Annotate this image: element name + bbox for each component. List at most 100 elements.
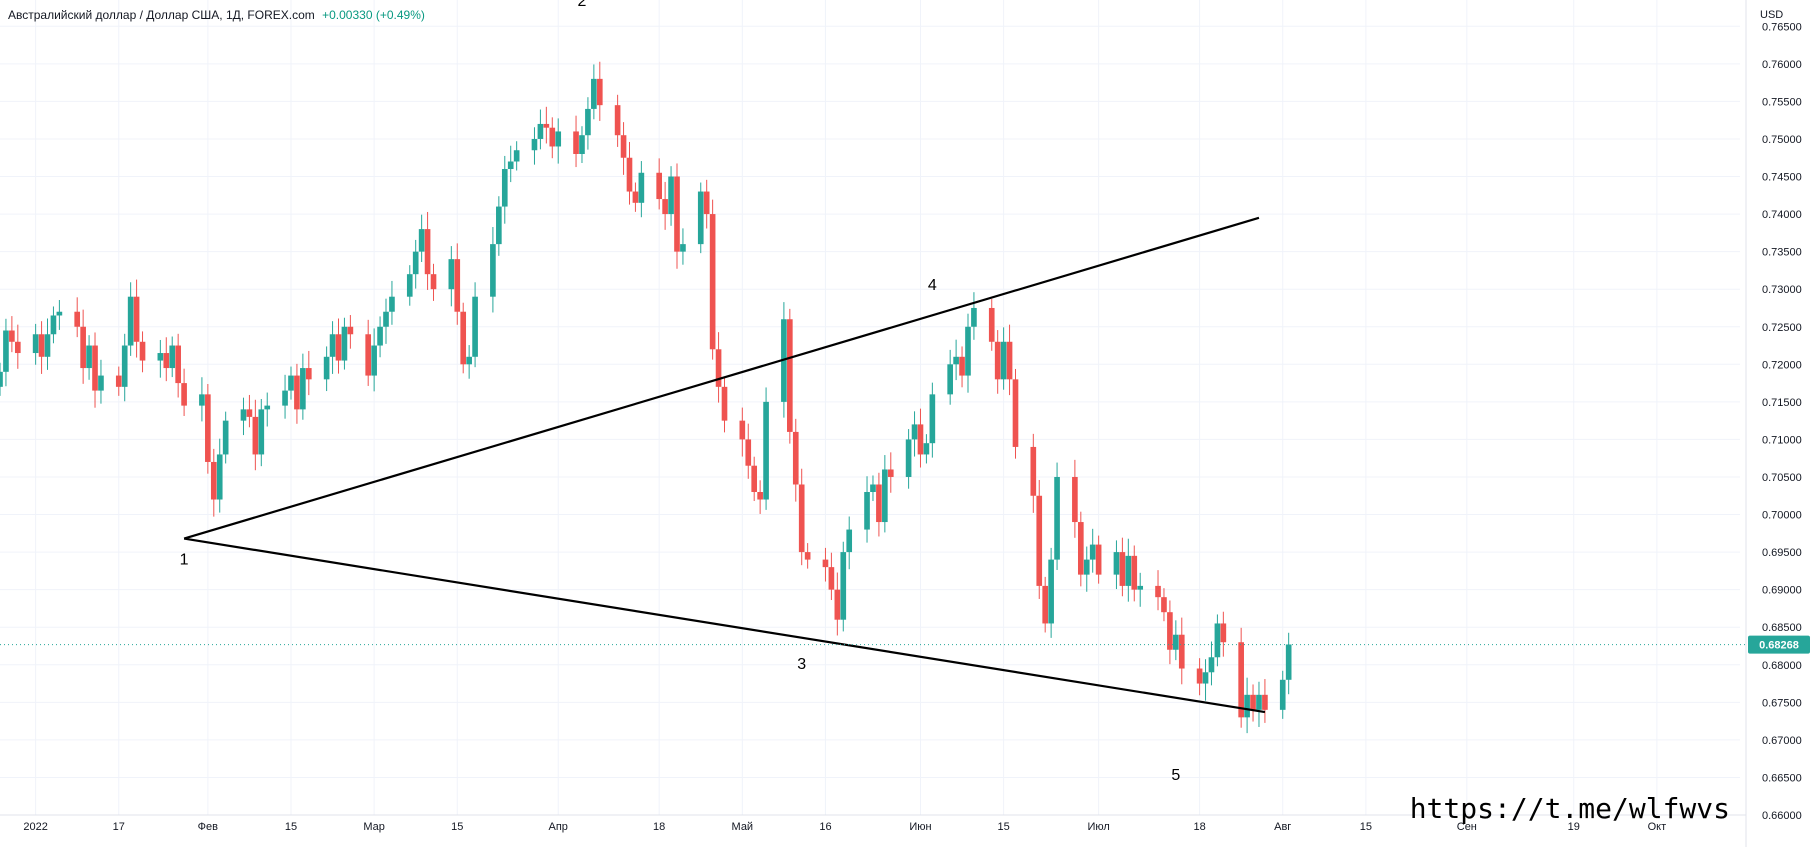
candle-body xyxy=(383,311,389,327)
candle xyxy=(365,319,372,386)
candle-body xyxy=(507,161,514,170)
candle-body xyxy=(1113,552,1120,575)
candle xyxy=(1208,641,1215,686)
candle xyxy=(222,411,229,464)
candle-body xyxy=(341,326,348,361)
candle-body xyxy=(115,375,122,387)
candle xyxy=(288,366,294,400)
candle-body xyxy=(739,420,746,440)
time-tick-label: Сен xyxy=(1457,821,1477,833)
candle xyxy=(697,182,704,254)
candle-body xyxy=(1083,559,1090,575)
candle xyxy=(971,292,977,340)
candle-body xyxy=(537,123,544,139)
candle xyxy=(674,163,680,269)
candle xyxy=(412,239,419,289)
candle xyxy=(1072,459,1078,538)
candle-body xyxy=(86,345,92,369)
candle-body xyxy=(953,356,959,365)
candle xyxy=(953,339,959,381)
time-axis[interactable]: 2022 17 Фев 15 Мар 15 Апр 18 Май 16 Июн 15 Июл 18 Авг 1… xyxy=(0,814,1746,833)
candle xyxy=(121,333,128,402)
candle-body xyxy=(1012,379,1019,447)
time-tick-label: 17 xyxy=(113,821,125,833)
candle-body xyxy=(365,334,372,376)
price-tick-label: 0.76500 xyxy=(1762,21,1802,33)
candle-body xyxy=(0,371,3,387)
candle-body xyxy=(3,330,9,372)
candle-body xyxy=(798,484,805,553)
candles xyxy=(0,61,1292,734)
time-tick-label: Фев xyxy=(198,821,218,833)
candle xyxy=(798,468,805,566)
candle-body xyxy=(905,439,912,477)
candle-body xyxy=(252,416,259,455)
symbol-title: Австралийский доллар / Доллар США, 1Д, F… xyxy=(8,8,315,22)
candle-body xyxy=(501,169,508,207)
candle xyxy=(792,418,799,502)
candle-body xyxy=(329,334,336,357)
candle-body xyxy=(585,108,591,136)
candle xyxy=(1279,670,1286,719)
candle-body xyxy=(282,390,288,406)
candle xyxy=(341,317,348,370)
candle xyxy=(80,309,86,384)
candle-body xyxy=(406,274,413,297)
trendline[interactable] xyxy=(183,537,1266,714)
candle xyxy=(199,377,205,422)
candle xyxy=(258,399,265,467)
price-tick-label: 0.71000 xyxy=(1762,434,1802,446)
candle-body xyxy=(994,341,1001,380)
candle-body xyxy=(555,131,562,147)
candle xyxy=(56,300,63,330)
candle-body xyxy=(1095,544,1102,575)
candle xyxy=(1196,658,1203,696)
candle xyxy=(157,339,164,378)
candle-body xyxy=(626,157,633,192)
wave-label-4: 4 xyxy=(928,277,937,294)
candle xyxy=(917,408,924,468)
price-tick-label: 0.67500 xyxy=(1762,697,1802,709)
candle-body xyxy=(1238,642,1244,718)
candle xyxy=(745,423,752,479)
candle xyxy=(1220,611,1227,657)
candle-body xyxy=(1042,585,1049,624)
candle-body xyxy=(1125,555,1132,586)
candle-body xyxy=(596,78,603,106)
time-tick-label: Июн xyxy=(909,821,931,833)
candle-body xyxy=(56,311,63,316)
candle-body xyxy=(828,567,835,590)
candle xyxy=(430,263,437,301)
candle xyxy=(1089,528,1096,573)
candle xyxy=(822,547,829,582)
candle-body xyxy=(531,138,538,151)
candle xyxy=(1137,572,1144,607)
candle xyxy=(74,297,81,338)
candle xyxy=(1000,327,1007,390)
candle xyxy=(1077,511,1084,587)
candle-body xyxy=(763,401,769,500)
candle xyxy=(739,407,746,457)
candle xyxy=(294,363,300,424)
time-tick-label: 15 xyxy=(285,821,297,833)
candle-body xyxy=(870,484,876,493)
candle-body xyxy=(300,368,306,410)
candle-body xyxy=(98,375,104,391)
candle-body xyxy=(1119,552,1126,586)
candle-body xyxy=(864,492,870,530)
candle-body xyxy=(840,552,847,620)
price-tick-label: 0.71500 xyxy=(1762,397,1802,409)
candle xyxy=(662,181,668,230)
candle xyxy=(1125,538,1132,602)
candle-body xyxy=(139,341,146,361)
candle-body xyxy=(1178,634,1185,669)
price-tick-label: 0.67000 xyxy=(1762,735,1802,747)
watermark-link: https://t.me/wlfwvs xyxy=(1409,792,1730,825)
candle xyxy=(1178,617,1185,685)
candle xyxy=(620,122,627,175)
candle xyxy=(472,282,478,368)
trendline[interactable] xyxy=(183,216,1260,540)
candle xyxy=(127,282,134,356)
